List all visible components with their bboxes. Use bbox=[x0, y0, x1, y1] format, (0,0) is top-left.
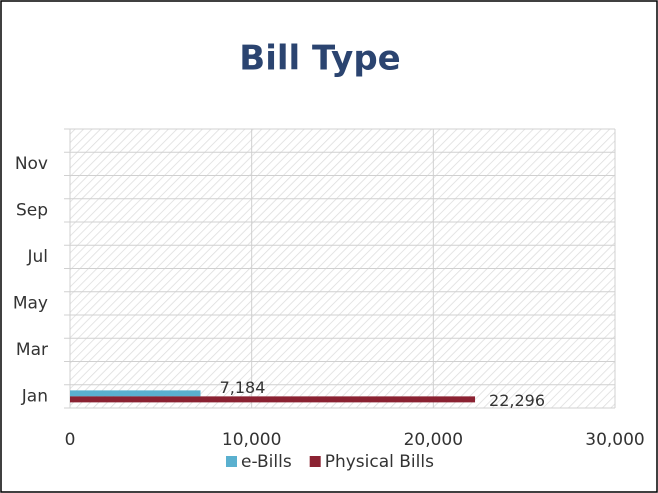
data-label: 22,296 bbox=[489, 391, 545, 410]
bar bbox=[70, 396, 476, 403]
chart-title: Bill Type bbox=[239, 39, 400, 79]
y-tick-label: Sep bbox=[16, 200, 48, 220]
legend-swatch bbox=[226, 456, 237, 467]
y-tick-label: May bbox=[13, 293, 48, 313]
x-tick-label: 20,000 bbox=[404, 430, 463, 450]
x-tick-label: 0 bbox=[65, 430, 76, 450]
legend-label: e-Bills bbox=[241, 452, 292, 472]
y-tick-label: Jan bbox=[21, 386, 48, 406]
bar bbox=[70, 390, 201, 397]
y-tick-label: Nov bbox=[15, 154, 48, 174]
legend-label: Physical Bills bbox=[325, 452, 434, 472]
x-tick-label: 30,000 bbox=[585, 430, 644, 450]
x-tick-label: 10,000 bbox=[222, 430, 281, 450]
y-tick-label: Jul bbox=[26, 247, 48, 267]
y-tick-label: Mar bbox=[16, 340, 48, 360]
data-label: 7,184 bbox=[220, 378, 266, 397]
legend-swatch bbox=[309, 456, 321, 467]
